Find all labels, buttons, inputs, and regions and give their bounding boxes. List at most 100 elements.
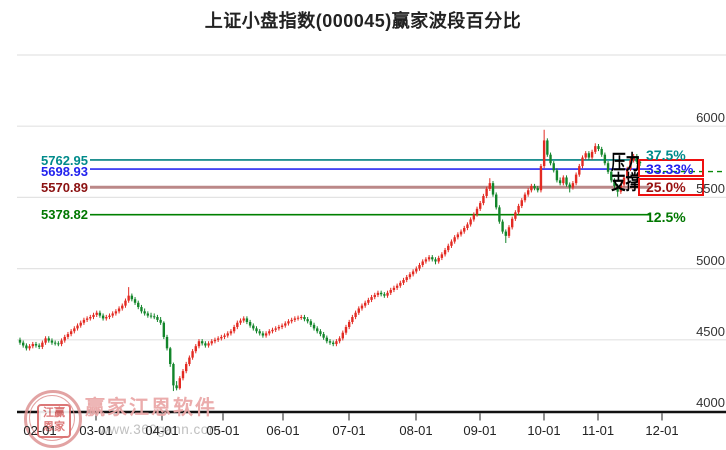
candle-body (606, 163, 610, 172)
candle-body (568, 184, 571, 188)
brand-seal-icon (24, 390, 82, 448)
candle-body (578, 166, 581, 175)
candle-body (594, 146, 597, 152)
candle-body (565, 177, 568, 185)
candle-body (207, 343, 210, 346)
brand-seal-text: 江赢 恩家 (37, 404, 71, 438)
x-axis-label: 05-01 (206, 423, 240, 438)
candle-body (85, 318, 89, 320)
candle-body (421, 261, 424, 266)
candle-body (188, 357, 191, 365)
candle-body (130, 295, 134, 300)
candle-body (220, 336, 223, 339)
x-axis-label: 11-01 (581, 423, 615, 438)
candle-body (66, 334, 70, 337)
x-axis-label: 09-01 (463, 423, 497, 438)
candle-body (63, 336, 66, 341)
candle-body (169, 348, 172, 365)
level-pct-12-5: 12.5% (646, 208, 686, 225)
candle-body (73, 328, 76, 332)
candle-body (108, 315, 111, 318)
candle-body (622, 177, 626, 185)
candle-body (21, 342, 25, 346)
candle-body (498, 207, 501, 222)
y-axis-label: 4000 (696, 395, 725, 410)
level-pct-25-0: 25.0% (646, 179, 686, 195)
candle-body (418, 265, 421, 269)
candle-body (581, 157, 584, 167)
candle-body (485, 188, 488, 196)
candle-body (293, 318, 297, 320)
candle-body (165, 336, 169, 349)
level-price-5570: 5570.89 (41, 180, 88, 195)
candle-body (459, 231, 463, 235)
candle-body (562, 177, 565, 184)
candle-body (546, 140, 549, 155)
candle-body (226, 333, 229, 336)
x-axis-label: 04-01 (145, 423, 179, 438)
candle-body (370, 297, 373, 300)
candle-body (114, 311, 118, 314)
candle-body (172, 364, 175, 386)
candle-body (264, 333, 268, 336)
candle-body (558, 180, 562, 184)
candle-body (277, 326, 281, 329)
candle-body (162, 322, 166, 337)
candle-body (383, 294, 386, 296)
candle-body (357, 308, 360, 313)
y-axis-label: 5500 (696, 181, 725, 197)
candle-body (18, 339, 22, 343)
candle-body (236, 322, 239, 327)
candle-body (555, 170, 559, 181)
candle-body (408, 274, 412, 278)
y-axis-label: 6000 (696, 110, 725, 126)
candle-body (475, 208, 479, 215)
support-highlight-box (638, 178, 704, 196)
candle-body (322, 334, 325, 338)
candle-body (261, 333, 265, 336)
candle-body (507, 227, 511, 236)
candle-body (453, 237, 456, 242)
candle-body (28, 346, 31, 349)
candle-body (488, 183, 492, 189)
support-label: 支撑 (611, 171, 640, 194)
level-price-5698: 5698.93 (41, 163, 88, 179)
candle-body (431, 257, 434, 260)
candle-body (392, 287, 396, 290)
level-pct-37-5: 37.5% (646, 146, 686, 163)
candle-body (223, 335, 226, 337)
x-axis-label: 08-01 (399, 423, 433, 438)
candle-body (178, 378, 181, 389)
candle-body (341, 332, 344, 339)
candle-body (523, 194, 527, 201)
candle-body (69, 331, 73, 335)
candle-body (117, 308, 121, 312)
candle-body (629, 160, 632, 169)
watermark-url: www.360gann.com (99, 422, 221, 437)
candle-body (549, 154, 552, 164)
candle-body (405, 277, 408, 280)
candle-body (482, 195, 485, 204)
candle-body (347, 322, 351, 327)
candle-body (338, 338, 341, 342)
candle-body (242, 318, 245, 321)
candle-body (373, 294, 376, 298)
candle-body (450, 241, 453, 246)
x-axis-label: 02-01 (23, 423, 57, 438)
candle-body (44, 338, 47, 343)
candle-body (252, 325, 255, 329)
candle-body (121, 305, 124, 309)
candle-body (574, 174, 578, 184)
candle-body (216, 338, 220, 340)
candle-body (466, 224, 469, 229)
candle-body (197, 341, 201, 347)
candle-body (399, 282, 402, 286)
candle-body (514, 212, 517, 219)
level-pct-33-33: 33.33% (646, 160, 694, 177)
candle-body (542, 140, 546, 167)
candle-body (95, 312, 98, 315)
candle-body (41, 342, 44, 347)
candle-body (603, 154, 607, 164)
